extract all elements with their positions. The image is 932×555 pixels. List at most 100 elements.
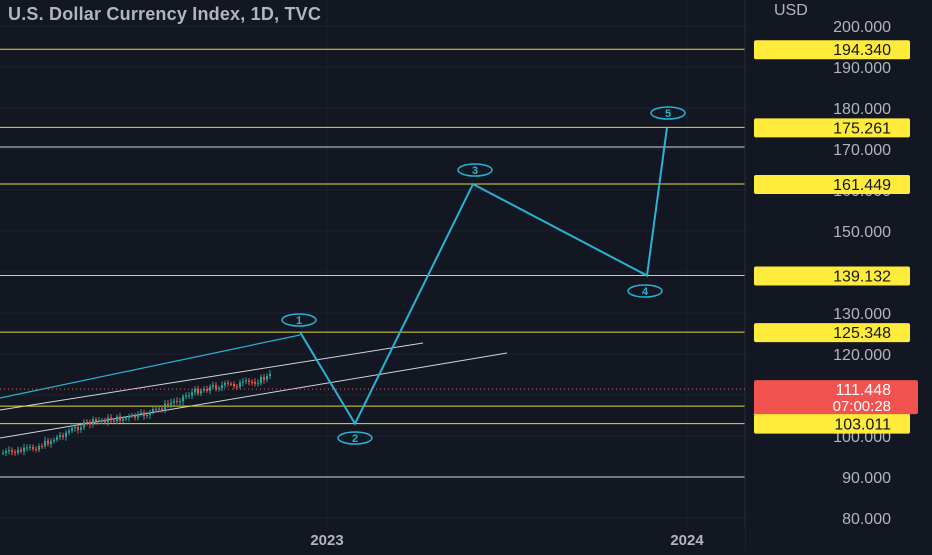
candle-body <box>95 419 97 422</box>
candle-body <box>140 412 142 414</box>
white-trend-lines <box>0 146 745 478</box>
candle-body <box>65 432 67 437</box>
current-price-value: 111.448 <box>836 382 892 399</box>
candle-body <box>269 373 271 376</box>
candle-body <box>185 395 187 397</box>
candle-body <box>170 402 172 405</box>
level-price-label: 175.261 <box>833 120 891 137</box>
candle-body <box>146 415 148 417</box>
candle-body <box>14 451 16 453</box>
candle-body <box>203 388 205 391</box>
candle-body <box>179 401 181 403</box>
level-price-label-bg <box>754 323 910 343</box>
price-candles <box>2 370 271 456</box>
candle-body <box>17 449 19 453</box>
candle-body <box>248 380 250 382</box>
candle-body <box>98 420 100 422</box>
wave-label-ring <box>457 163 493 177</box>
level-price-label-bg <box>754 414 910 434</box>
wave-label-ring <box>337 431 373 445</box>
candle-body <box>263 377 265 380</box>
current-price-countdown: 07:00:28 <box>833 398 891 415</box>
candle-body <box>218 388 220 390</box>
time-tick-label: 2023 <box>310 532 343 549</box>
wave-trend-line <box>0 334 301 399</box>
time-axis[interactable]: 2023 2024 <box>0 528 745 550</box>
candle-body <box>206 388 208 391</box>
candle-body <box>113 420 115 422</box>
candle-body <box>56 437 58 440</box>
candle-body <box>2 452 4 454</box>
candle-body <box>92 419 94 425</box>
wave-label-ring <box>627 284 663 298</box>
candle-body <box>101 420 103 422</box>
candle-body <box>35 449 37 451</box>
candle-body <box>107 417 109 423</box>
candle-body <box>11 449 13 452</box>
candle-body <box>80 427 82 430</box>
candle-body <box>119 416 121 421</box>
candle-body <box>134 415 136 418</box>
level-price-label: 103.011 <box>834 417 891 434</box>
candle-body <box>38 446 40 450</box>
candle-body <box>251 381 253 383</box>
candle-body <box>59 435 61 438</box>
candle-body <box>86 421 88 423</box>
candle-body <box>8 449 10 452</box>
candle-body <box>149 411 151 416</box>
candle-body <box>125 418 127 420</box>
price-axis-unit: USD <box>774 2 808 19</box>
candle-body <box>29 447 31 449</box>
candle-body <box>164 403 166 410</box>
price-tick-label: 200.000 <box>833 19 891 36</box>
candle-body <box>122 418 124 421</box>
level-price-label-bg <box>754 266 910 286</box>
candle-body <box>131 415 133 417</box>
price-tick-label: 150.000 <box>833 224 891 241</box>
price-tick-label: 180.000 <box>833 101 891 118</box>
candle-body <box>41 446 43 448</box>
wave-label: 5 <box>665 108 671 120</box>
candle-body <box>194 388 196 393</box>
candle-body <box>5 451 7 453</box>
candle-body <box>77 426 79 430</box>
candle-body <box>161 408 163 410</box>
candle-body <box>266 375 268 380</box>
candle-body <box>224 382 226 386</box>
candle-body <box>89 422 91 425</box>
candle-body <box>44 440 46 447</box>
candle-body <box>209 386 211 391</box>
level-price-label-bg <box>754 118 910 138</box>
candle-body <box>233 383 235 387</box>
candle-body <box>242 381 244 383</box>
candle-body <box>254 382 256 384</box>
candle-body <box>53 439 55 442</box>
candle-body <box>200 390 202 394</box>
chart-title: U.S. Dollar Currency Index, 1D, TVC <box>8 4 322 24</box>
level-price-label-bg <box>754 175 910 195</box>
candle-body <box>176 400 178 402</box>
wave-label-ring <box>650 106 686 120</box>
candle-body <box>155 409 157 411</box>
grid <box>0 0 745 528</box>
price-labels: 194.340175.261161.449139.132125.348107.2… <box>0 40 918 434</box>
wave-path <box>299 127 668 426</box>
level-price-label: 139.132 <box>833 269 891 286</box>
candle-body <box>212 385 214 387</box>
candle-body <box>227 382 229 384</box>
wave-label: 1 <box>296 315 302 327</box>
candle-body <box>239 382 241 387</box>
horizontal-levels <box>0 48 745 425</box>
candle-body <box>215 385 217 389</box>
candle-body <box>20 449 22 452</box>
candle-body <box>137 413 139 418</box>
level-price-label: 125.348 <box>833 325 891 342</box>
candle-body <box>143 412 145 417</box>
wave-projection: 1 2 3 4 5 <box>281 106 686 445</box>
candle-body <box>62 435 64 437</box>
price-tick-label: 170.000 <box>833 142 891 159</box>
candle-body <box>188 395 190 397</box>
time-tick-label: 2024 <box>670 532 704 549</box>
